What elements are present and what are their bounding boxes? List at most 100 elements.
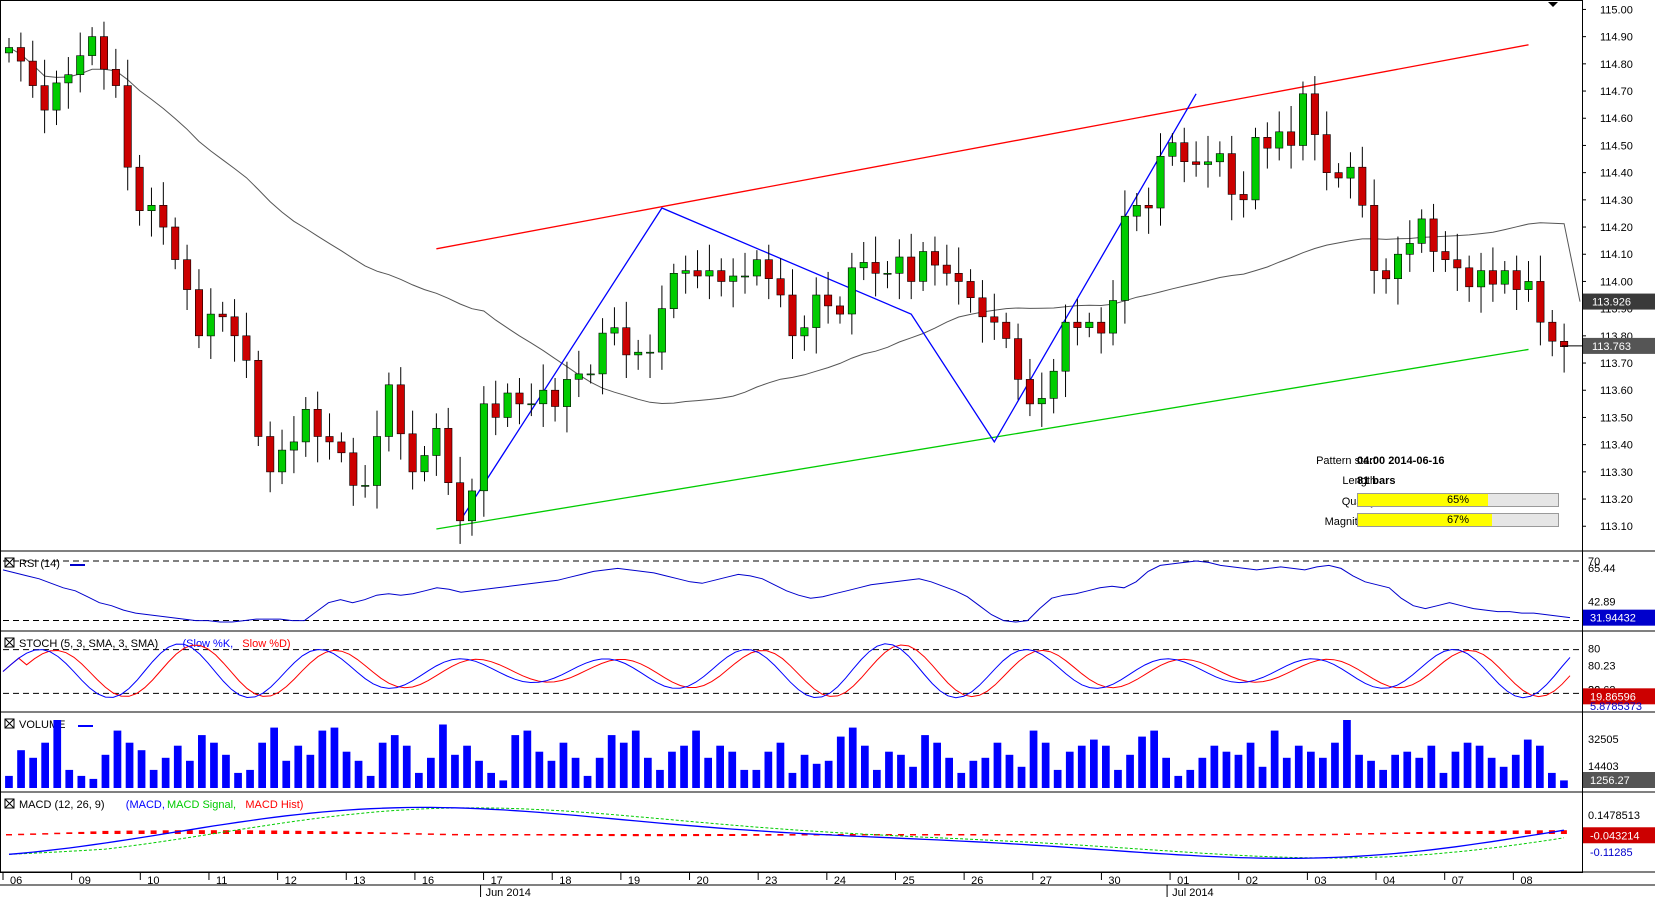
volume-bar xyxy=(897,754,905,788)
macd-hist-bar xyxy=(78,831,85,834)
volume-bar xyxy=(1499,766,1508,788)
candle-body xyxy=(396,384,405,435)
volume-bar xyxy=(1560,780,1568,788)
volume-bar xyxy=(234,772,242,788)
candle-body xyxy=(669,272,678,309)
macd-hist-bar xyxy=(705,834,712,837)
candle-body xyxy=(40,85,49,111)
month-tick-label: Jul 2014 xyxy=(1172,887,1214,897)
candle-body xyxy=(420,455,429,473)
magnitude-value: 67% xyxy=(1446,514,1470,526)
candle-body xyxy=(467,490,476,522)
volume-bar xyxy=(776,742,785,788)
day-tick-label: 06 xyxy=(10,875,22,887)
candle-body xyxy=(123,85,132,168)
candle-body xyxy=(76,55,85,76)
macd-hist-bar xyxy=(1524,830,1531,834)
candle-body xyxy=(586,373,595,376)
volume-bar xyxy=(848,727,857,788)
candle-body xyxy=(1536,281,1545,323)
volume-bar xyxy=(198,735,206,788)
macd-hist-bar xyxy=(994,834,1001,836)
macd-hist-bar xyxy=(476,834,483,836)
candle-body xyxy=(1477,270,1486,288)
macd-hist-bar xyxy=(693,834,700,837)
day-tick-label: 19 xyxy=(628,875,640,887)
stoch-last-d-box xyxy=(1583,688,1655,705)
candle-body xyxy=(1512,270,1521,290)
day-tick-label: 09 xyxy=(79,875,91,887)
macd-hist-bar xyxy=(1440,831,1447,834)
volume-bar xyxy=(993,742,1002,788)
macd-hist-bar xyxy=(1235,834,1242,836)
macd-hist-bar xyxy=(861,834,868,836)
candle-body xyxy=(539,389,548,405)
day-tick-label: 24 xyxy=(834,875,846,887)
volume-bar xyxy=(595,757,604,788)
macd-hist-bar xyxy=(669,834,675,837)
volume-bar xyxy=(764,751,773,788)
day-tick-label: 23 xyxy=(765,875,777,887)
macd-hist-bar xyxy=(656,834,663,837)
rsi-tick-label: 65.44 xyxy=(1588,563,1616,575)
stoch-last-k: 5.8785373 xyxy=(1590,701,1642,713)
candle-body xyxy=(990,316,999,323)
candle-body xyxy=(266,436,275,473)
macd-hist-bar xyxy=(1187,834,1194,836)
candle-body xyxy=(1109,300,1118,334)
candle-body xyxy=(740,275,749,278)
candle-body xyxy=(361,485,370,487)
macd-hist-bar xyxy=(789,834,796,836)
macd-hist-bar xyxy=(548,834,555,836)
volume-bar xyxy=(1487,757,1496,788)
day-tick-label: 20 xyxy=(697,875,709,887)
macd-hist-bar xyxy=(6,834,12,836)
macd-hist-bar xyxy=(1283,834,1290,836)
price-tick-label: 114.60 xyxy=(1600,113,1633,125)
volume-bar xyxy=(607,735,616,788)
volume-tick-label: 14403 xyxy=(1588,761,1619,773)
candle-body xyxy=(1227,153,1236,195)
macd-last-value-box xyxy=(1583,827,1655,844)
candle-body xyxy=(1097,321,1106,334)
macd-hist-bar xyxy=(1416,832,1423,834)
candle-body xyxy=(681,270,690,274)
candle-body xyxy=(942,264,951,274)
volume-bar xyxy=(342,751,351,788)
volume-bar xyxy=(969,760,978,788)
candle-body xyxy=(1548,321,1557,342)
volume-bar xyxy=(812,763,821,788)
day-tick-label: 27 xyxy=(1040,875,1052,887)
candle-body xyxy=(1299,93,1308,146)
candle-body xyxy=(1132,205,1141,217)
candle-body xyxy=(871,262,880,274)
macd-signal-legend: MACD Signal, xyxy=(167,799,236,811)
day-tick-label: 08 xyxy=(1520,875,1532,887)
candle-body xyxy=(289,441,298,451)
volume-bar xyxy=(788,772,797,788)
price-tick-label: 114.10 xyxy=(1600,249,1633,261)
candle-body xyxy=(111,69,120,86)
volume-bar xyxy=(149,769,158,788)
day-tick-label: 02 xyxy=(1246,875,1258,887)
volume-bar xyxy=(1210,745,1219,788)
candle-body xyxy=(729,275,738,282)
macd-hist-bar xyxy=(319,831,326,834)
volume-bar xyxy=(571,757,580,788)
volume-bar xyxy=(1222,751,1231,788)
candle-body xyxy=(28,60,37,86)
candle-body xyxy=(1192,161,1201,165)
volume-bar xyxy=(1379,769,1387,788)
macd-hist-bar xyxy=(1078,834,1085,836)
candle-body xyxy=(598,332,607,375)
candle-body xyxy=(515,392,524,405)
volume-bar xyxy=(1029,730,1038,788)
ma-price-label-box xyxy=(1583,293,1655,310)
volume-bar xyxy=(1319,757,1327,788)
macd-hist-bar xyxy=(922,834,929,836)
macd-hist-bar xyxy=(1319,833,1326,836)
candle-body xyxy=(1073,321,1082,328)
macd-hist-bar xyxy=(1211,834,1218,836)
volume-bar xyxy=(1294,745,1303,788)
day-tick-label: 07 xyxy=(1452,875,1464,887)
